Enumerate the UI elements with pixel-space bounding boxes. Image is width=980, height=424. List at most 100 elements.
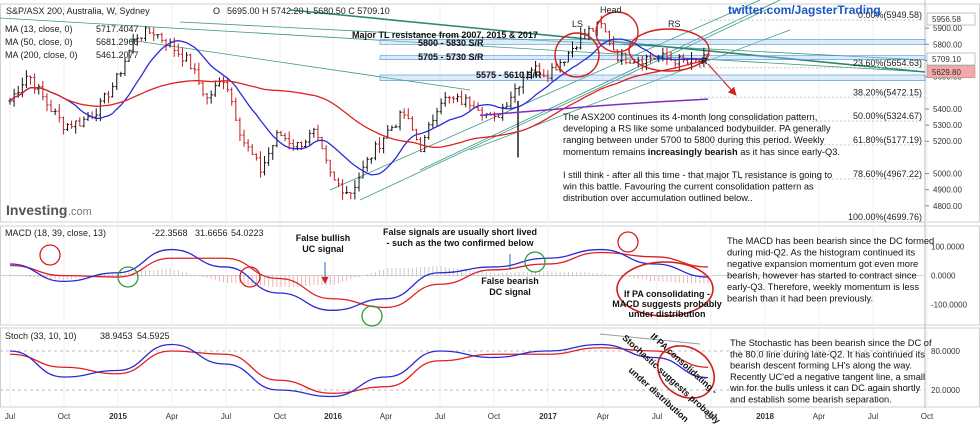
price-badge-label: 5629.80 — [932, 68, 961, 77]
ma-legend-label: MA (200, close, 0) — [5, 50, 78, 60]
fib-label: 0.00%(5949.58) — [858, 10, 922, 20]
candle — [624, 52, 628, 65]
trendline — [179, 21, 926, 61]
macd-axis-label: 0.0000 — [931, 272, 956, 281]
candle — [464, 94, 468, 108]
main-note-line: developing a RS like some unbalanced bod… — [563, 124, 831, 134]
watermark-suffix: .com — [68, 206, 92, 218]
candle — [386, 124, 390, 139]
fib-label: 38.20%(5472.15) — [853, 87, 922, 97]
candle — [447, 95, 451, 104]
candle — [258, 151, 263, 178]
candle — [152, 27, 156, 42]
candle — [443, 92, 447, 107]
head-circle — [595, 11, 639, 53]
stoch-panel[interactable] — [9, 333, 724, 409]
macd-note-line: early-Q3. Therefore, weekly momentum is … — [727, 282, 919, 292]
candle — [365, 157, 369, 172]
candle — [390, 125, 394, 132]
candle — [246, 139, 250, 152]
macd-label: MACD (18, 39, close, 13) — [5, 228, 106, 238]
stoch-note-line: the 80.0 line during late-Q2. It has con… — [730, 349, 925, 359]
candle — [611, 36, 616, 51]
candle — [394, 124, 398, 128]
candle — [513, 83, 517, 103]
candle — [98, 98, 102, 122]
candle — [525, 70, 529, 80]
candle — [156, 34, 160, 39]
candle — [271, 145, 275, 160]
candle — [529, 67, 534, 80]
stoch-tangent-line — [599, 333, 701, 345]
twitter-handle[interactable]: twitter.com/JagsterTrading — [728, 3, 881, 17]
candle — [575, 46, 579, 51]
head-label: Head — [600, 5, 622, 15]
macd-note-line: negative expansion momentum got even mor… — [727, 259, 918, 269]
candle — [410, 115, 414, 131]
main-note-line: distribution over accumulation outlined … — [563, 193, 753, 203]
candle — [78, 117, 82, 127]
price-tick-label: 5300.00 — [933, 121, 962, 130]
candle — [423, 135, 427, 153]
candle — [41, 81, 45, 101]
candle — [320, 136, 324, 150]
candle — [238, 117, 242, 142]
false-bearish-label: DC signal — [489, 287, 531, 297]
candle — [460, 90, 464, 106]
candle — [316, 124, 320, 142]
candle — [607, 30, 612, 46]
candle — [102, 92, 107, 104]
macd-panel[interactable] — [9, 231, 714, 327]
macd-note-line: bearish than it had been previously. — [727, 294, 873, 304]
time-tick-label: 2017 — [539, 412, 557, 421]
time-tick-label: Apr — [380, 412, 393, 421]
stoch-lines — [9, 343, 709, 398]
candle — [119, 71, 123, 78]
macd-axis-label: -100.0000 — [931, 301, 968, 310]
candle — [312, 127, 316, 138]
candle — [353, 180, 357, 200]
candle — [591, 27, 595, 32]
sr-zone — [379, 55, 926, 60]
candle — [628, 59, 632, 64]
macd-note-line: during mid-Q2. As the histogram continue… — [727, 248, 915, 258]
candle — [517, 86, 521, 96]
time-tick-label: Oct — [58, 412, 71, 421]
candle — [554, 62, 558, 71]
candle — [402, 108, 406, 119]
ma-legend-value: 5717.4047 — [96, 24, 139, 34]
candle — [377, 137, 382, 153]
candle — [28, 75, 33, 85]
price-badge-label: 5956.58 — [932, 15, 961, 24]
ma50-line — [9, 58, 709, 149]
projection-arrow — [707, 63, 737, 96]
r-mark: R — [701, 56, 708, 66]
main-note-line: momentum remains increasingly bearish as… — [563, 147, 840, 157]
candle — [57, 103, 61, 123]
candle — [189, 53, 193, 70]
sr1-label: 5800 - 5830 S/R — [418, 38, 484, 48]
candle — [279, 130, 283, 137]
trendline — [419, 0, 781, 171]
candle — [37, 83, 41, 95]
candle — [262, 155, 267, 176]
signal-circle — [39, 244, 61, 266]
candle — [640, 55, 644, 71]
price-tick-label: 5800.00 — [933, 40, 962, 49]
macd-note-line: bearish, however has started to contract… — [727, 271, 917, 281]
macd-value-3: 54.0223 — [231, 228, 264, 238]
grid — [0, 0, 980, 408]
price-tick-label: 5200.00 — [933, 137, 962, 146]
price-panel[interactable]: 0.00%(5949.58) 23.60%(5654.63) 38.20%(5472… — [0, 0, 926, 223]
fib-label: 78.60%(4967.22) — [853, 169, 922, 179]
stoch-axis-label: 80.0000 — [931, 347, 960, 356]
price-tick-label: 5900.00 — [933, 24, 962, 33]
candle — [406, 108, 410, 120]
ma13-line — [9, 38, 709, 176]
fib-label: 50.00%(5324.67) — [853, 111, 922, 121]
candle — [382, 137, 386, 154]
sr-zone — [379, 74, 926, 81]
macd-value-1: -22.3568 — [152, 228, 188, 238]
stoch-k-line — [9, 343, 709, 398]
candle — [349, 191, 353, 200]
